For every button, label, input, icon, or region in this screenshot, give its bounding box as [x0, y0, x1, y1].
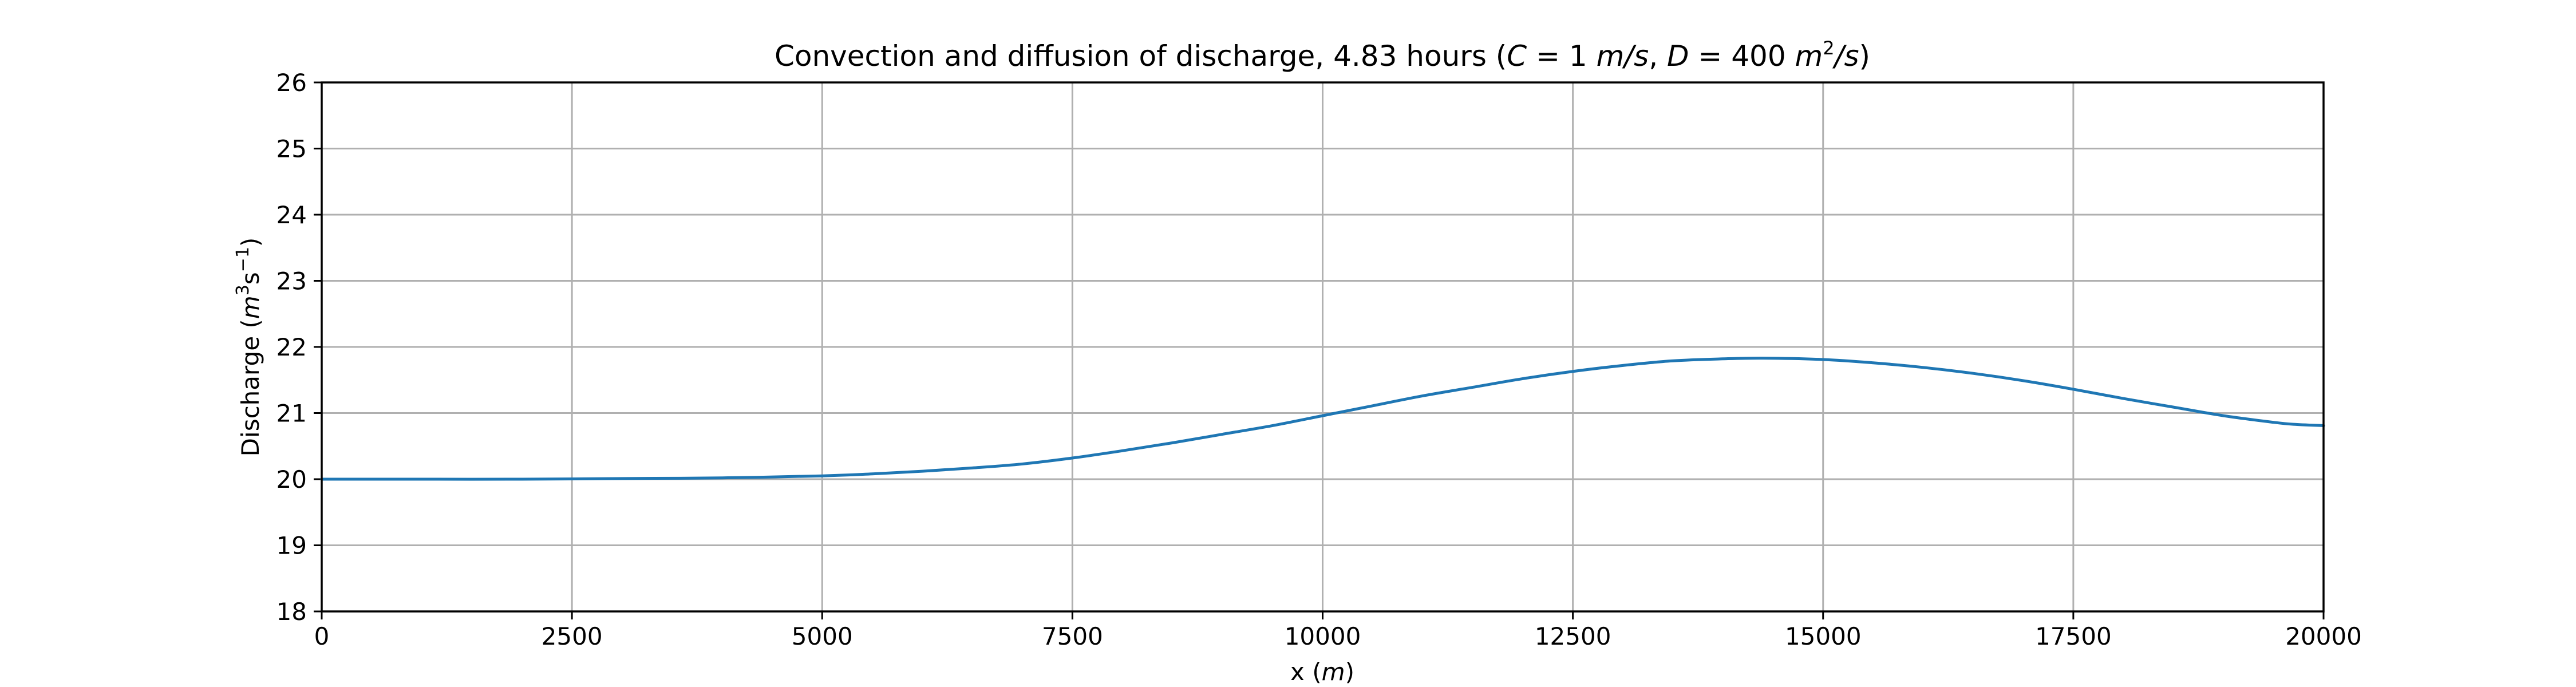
- x-axis-label-close: ): [1345, 658, 1354, 686]
- title-c-var: C: [1507, 40, 1527, 73]
- y-axis-label-close: ): [236, 238, 264, 247]
- y-axis-label-unit-m: m: [236, 295, 264, 319]
- x-tick-label: 17500: [2035, 622, 2112, 650]
- y-tick-label: 26: [276, 69, 307, 97]
- y-axis-label: Discharge (m3s−1): [233, 238, 264, 457]
- y-axis-label-sup3: 3: [233, 285, 253, 295]
- title-d-unit-tail: /s: [1832, 40, 1859, 73]
- x-tick-label: 7500: [1042, 622, 1103, 650]
- y-axis-label-unit-s: s: [236, 272, 264, 285]
- title-d-unit: m: [1795, 40, 1823, 73]
- chart-title: Convection and diffusion of discharge, 4…: [775, 37, 1870, 73]
- discharge-series-line: [320, 357, 2325, 481]
- x-tick-label: 0: [314, 622, 330, 650]
- chart-title-text: Convection and diffusion of discharge, 4…: [775, 40, 1487, 73]
- title-c-unit: m/s: [1597, 40, 1649, 73]
- title-d-var: D: [1667, 40, 1689, 73]
- x-tick-label: 5000: [792, 622, 853, 650]
- y-tick-label: 18: [276, 598, 307, 626]
- title-open-paren: (: [1487, 40, 1507, 73]
- y-tick-label: 20: [276, 465, 307, 493]
- x-axis-label-text: x (: [1290, 658, 1322, 686]
- x-tick-label: 12500: [1535, 622, 1611, 650]
- y-tick-label: 23: [276, 267, 307, 295]
- ticks: [314, 81, 2325, 619]
- title-d-eq: = 400: [1689, 40, 1795, 73]
- x-axis-label: x (m): [1290, 658, 1354, 686]
- x-tick-label: 15000: [1785, 622, 1862, 650]
- y-tick-labels: 18 19 20 21 22 23 24 25 26: [276, 69, 307, 626]
- y-tick-label: 21: [276, 400, 307, 428]
- title-sep: ,: [1649, 40, 1667, 73]
- x-tick-label: 10000: [1285, 622, 1361, 650]
- y-tick-label: 24: [276, 201, 307, 229]
- x-tick-label: 2500: [542, 622, 603, 650]
- title-c-eq: = 1: [1527, 40, 1596, 73]
- y-axis-label-text: Discharge (: [236, 319, 264, 456]
- title-d-sup: 2: [1823, 37, 1834, 59]
- plot-frame: [321, 81, 2325, 613]
- x-tick-labels: 0 2500 5000 7500 10000 12500 15000 17500 20000: [314, 622, 2362, 650]
- y-tick-label: 22: [276, 333, 307, 361]
- y-axis-label-sup-neg1: −1: [233, 247, 253, 272]
- title-close-paren: ): [1859, 40, 1871, 73]
- x-tick-label: 20000: [2285, 622, 2362, 650]
- x-axis-label-unit: m: [1322, 658, 1345, 686]
- y-tick-label: 19: [276, 532, 307, 560]
- series: [320, 357, 2325, 481]
- y-tick-label: 25: [276, 135, 307, 163]
